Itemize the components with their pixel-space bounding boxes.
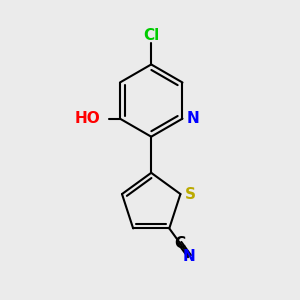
Text: S: S xyxy=(185,187,196,202)
Text: N: N xyxy=(187,111,200,126)
Text: Cl: Cl xyxy=(143,28,159,43)
Text: N: N xyxy=(183,249,196,264)
Text: C: C xyxy=(174,236,185,250)
Text: HO: HO xyxy=(74,111,100,126)
